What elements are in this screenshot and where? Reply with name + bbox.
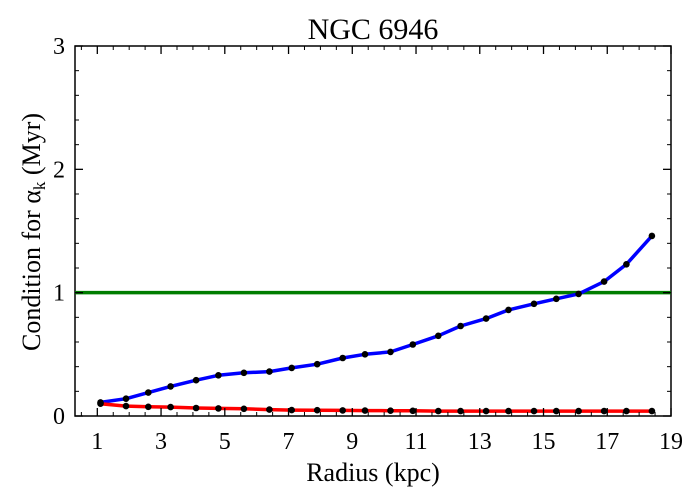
data-point <box>457 407 464 415</box>
data-point <box>600 278 608 285</box>
data-point <box>505 407 512 415</box>
plot-area <box>74 45 672 417</box>
y-tick-label: 0 <box>53 404 65 430</box>
data-point <box>288 406 296 414</box>
data-point <box>122 395 130 403</box>
data-point <box>623 261 630 268</box>
y-axis-title-unit: (Myr) <box>17 113 46 182</box>
data-point <box>288 364 296 372</box>
data-point <box>530 407 538 415</box>
data-point <box>387 348 394 356</box>
data-point <box>215 372 222 379</box>
data-point <box>553 407 560 415</box>
x-tick-label: 3 <box>155 429 167 455</box>
data-point <box>122 402 130 410</box>
data-point <box>266 368 273 375</box>
y-axis-title: Condition for αk (Myr) <box>17 113 49 351</box>
data-point <box>409 407 417 415</box>
data-point <box>623 407 630 415</box>
data-point <box>192 404 200 412</box>
x-tick-label: 7 <box>283 429 295 455</box>
y-axis-title-main: Condition for α <box>17 190 46 351</box>
x-tick-label: 1 <box>91 429 103 455</box>
series-line-0 <box>98 234 654 405</box>
plot-frame <box>74 45 672 417</box>
x-tick-label: 15 <box>532 429 556 455</box>
x-tick-label: 17 <box>595 429 619 455</box>
data-point <box>167 383 174 390</box>
x-tick-label: 19 <box>659 429 683 455</box>
data-point <box>145 389 152 396</box>
x-tick-label: 11 <box>404 429 427 455</box>
data-point <box>97 400 104 408</box>
y-tick-label: 2 <box>53 157 65 183</box>
data-point <box>482 315 490 322</box>
series-layer <box>97 232 656 415</box>
data-point <box>361 351 369 358</box>
data-point <box>339 354 347 362</box>
data-point <box>409 341 417 348</box>
y-tick-label: 1 <box>53 281 65 307</box>
data-point <box>648 407 656 415</box>
data-point <box>215 405 222 412</box>
data-point <box>457 322 464 330</box>
data-point <box>313 360 321 368</box>
data-point <box>145 403 152 411</box>
data-point <box>339 407 347 414</box>
data-point <box>553 295 560 303</box>
x-tick-label: 13 <box>468 429 492 455</box>
series-line-1 <box>98 401 654 413</box>
x-axis-title: Radius (kpc) <box>306 458 440 487</box>
data-point <box>530 300 538 308</box>
y-tick-label: 3 <box>53 34 65 60</box>
data-point <box>167 403 174 411</box>
data-point <box>435 407 442 415</box>
chart-title: NGC 6946 <box>308 13 439 46</box>
x-tick-label: 9 <box>346 429 358 455</box>
data-point <box>435 332 442 340</box>
data-point <box>240 405 248 413</box>
data-point <box>575 407 582 415</box>
data-point <box>648 232 656 240</box>
x-tick-label: 5 <box>219 429 231 455</box>
data-point <box>482 407 490 415</box>
data-point <box>600 407 608 415</box>
data-point <box>361 407 369 414</box>
y-axis-title-subscript: k <box>30 181 49 190</box>
data-point <box>192 376 200 384</box>
data-point <box>266 406 273 413</box>
data-point <box>240 369 248 377</box>
data-point <box>575 290 582 298</box>
data-point <box>313 406 321 414</box>
data-point <box>387 407 394 415</box>
data-point <box>505 306 512 314</box>
